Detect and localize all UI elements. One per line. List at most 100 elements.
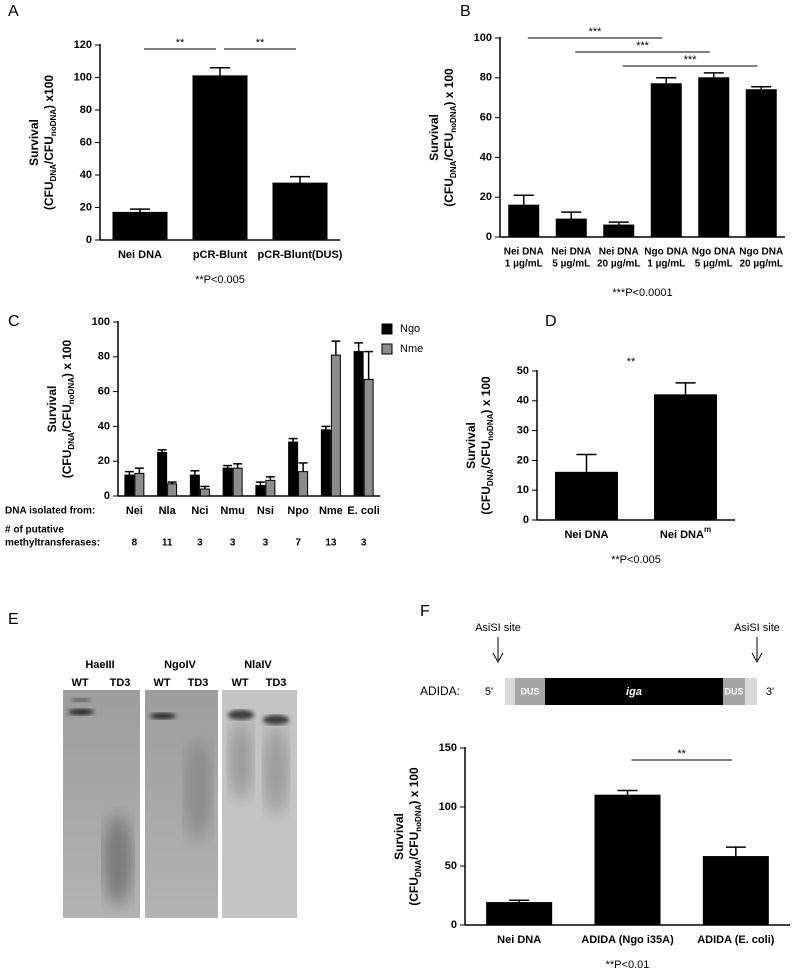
y-label-part: (CFU — [60, 450, 74, 479]
x-tick-label: pCR-Blunt(DUS) — [258, 249, 343, 261]
x-tick-label-text: Nci — [191, 505, 208, 517]
x-tick-label-text: Nei DNA — [497, 934, 541, 946]
bar — [650, 83, 682, 238]
bar — [255, 485, 266, 497]
x-tick-label-text: Nei DNA — [564, 529, 608, 541]
error-bar — [124, 470, 134, 476]
x-tick-label: E. coli — [347, 505, 379, 517]
bar — [167, 483, 178, 497]
bar — [232, 467, 243, 497]
x-tick-label-superscript: m — [704, 525, 711, 534]
x-tick-label-text: ADIDA (E. coli) — [697, 934, 775, 946]
count-label: 11 — [162, 538, 173, 549]
error-bar — [288, 437, 298, 443]
error-bar — [130, 208, 150, 213]
x-tick-label: pCR-Blunt — [193, 249, 248, 261]
y-tick-label: 100 — [439, 801, 457, 813]
error-bar — [321, 425, 331, 430]
x-tick-label: Ngo DNA — [644, 247, 688, 258]
bar — [124, 474, 135, 497]
y-label: Survival — [392, 813, 406, 860]
y-label-part: DNA — [449, 161, 458, 179]
x-tick-label: Nei DNAm — [660, 525, 711, 541]
x-tick-label: Nei DNA — [551, 247, 591, 258]
site-label: AsiSI site — [734, 622, 780, 634]
footnote: **P<0.005 — [611, 554, 661, 566]
panel-letter: A — [8, 3, 19, 20]
site-label: AsiSI site — [475, 622, 521, 634]
error-bar — [233, 463, 243, 469]
x-tick-label-text: pCR-Blunt(DUS) — [258, 249, 343, 261]
construct-diagram — [492, 637, 763, 705]
y-tick-label: 0 — [486, 231, 492, 243]
error-bar — [608, 221, 629, 226]
significance-label: *** — [589, 26, 603, 38]
y-label: Survival — [45, 386, 59, 433]
x-tick-label: ADIDA (Ngo i35A) — [581, 934, 674, 946]
error-bar — [190, 470, 200, 476]
bar — [698, 77, 730, 238]
x-tick-label: Nei DNA — [504, 247, 544, 258]
construct-label: ADIDA: — [420, 684, 460, 698]
enzyme-label: NgoIV — [164, 659, 196, 671]
x-tick-label: Nla — [159, 505, 177, 517]
y-label-part: DNA — [67, 432, 76, 450]
segment-label: DUS — [724, 686, 743, 696]
significance-label: ** — [176, 37, 185, 49]
x-tick-label: Nei — [126, 505, 143, 517]
significance-label: ** — [256, 37, 265, 49]
y-label-part: (CFU — [42, 181, 56, 210]
y-label-part: (CFU — [479, 486, 493, 515]
error-bar — [509, 899, 530, 903]
x-tick-label: Nsi — [257, 505, 274, 517]
bar — [508, 204, 540, 238]
y-label: Survival — [427, 114, 441, 161]
y-tick-label: 40 — [98, 420, 110, 432]
x-tick-label: Nei DNA — [497, 934, 541, 946]
y-label-part: (CFU — [442, 178, 456, 207]
error-bar — [134, 467, 144, 474]
error-bar — [167, 481, 177, 484]
count-label: 3 — [197, 538, 203, 549]
bar — [594, 794, 661, 926]
y-label-part: ) x 100 — [407, 767, 421, 805]
x-tick-label: Npo — [287, 505, 309, 517]
count-label: 3 — [230, 538, 236, 549]
bar — [265, 479, 276, 497]
x-tick-label: 5 µg/mL — [552, 259, 590, 270]
panel-letter: D — [545, 313, 557, 330]
y-tick-label: 50 — [445, 860, 457, 872]
legend-label: Ngo — [400, 323, 420, 335]
x-tick-label-text: Nme — [319, 505, 343, 517]
panel-letter: C — [8, 313, 20, 330]
x-tick-label: Nei DNA — [599, 247, 639, 258]
count-label: 8 — [132, 538, 138, 549]
y-tick-label: 80 — [80, 104, 92, 116]
x-tick-label: Ngo DNA — [739, 247, 783, 258]
y-label-part: ) x100 — [42, 75, 56, 109]
y-tick-label: 150 — [439, 742, 457, 754]
bar — [272, 182, 328, 241]
x-tick-label: Nei DNA — [564, 529, 608, 541]
error-bar — [561, 211, 582, 220]
error-bar — [513, 194, 534, 206]
y-label-part: noDNA — [486, 413, 495, 440]
y-tick-label: 20 — [480, 191, 492, 203]
error-bar — [255, 481, 265, 486]
y-tick-label: 80 — [98, 351, 110, 363]
end-label: 5' — [485, 686, 493, 698]
error-bar — [223, 464, 233, 469]
y-tick-label: 100 — [74, 71, 92, 83]
panel-letter: F — [420, 603, 430, 620]
y-tick-label: 60 — [98, 386, 110, 398]
y-label-part: noDNA — [49, 109, 58, 136]
enzyme-label: HaeIII — [85, 659, 114, 671]
y-label-part: DNA — [486, 469, 495, 487]
error-bar — [617, 789, 638, 796]
y-tick-label: 0 — [523, 514, 529, 526]
bar — [199, 488, 210, 497]
error-bar — [364, 350, 374, 380]
y-tick-label: 40 — [80, 169, 92, 181]
y-label-part: ) x 100 — [479, 376, 493, 414]
bar — [157, 452, 168, 497]
